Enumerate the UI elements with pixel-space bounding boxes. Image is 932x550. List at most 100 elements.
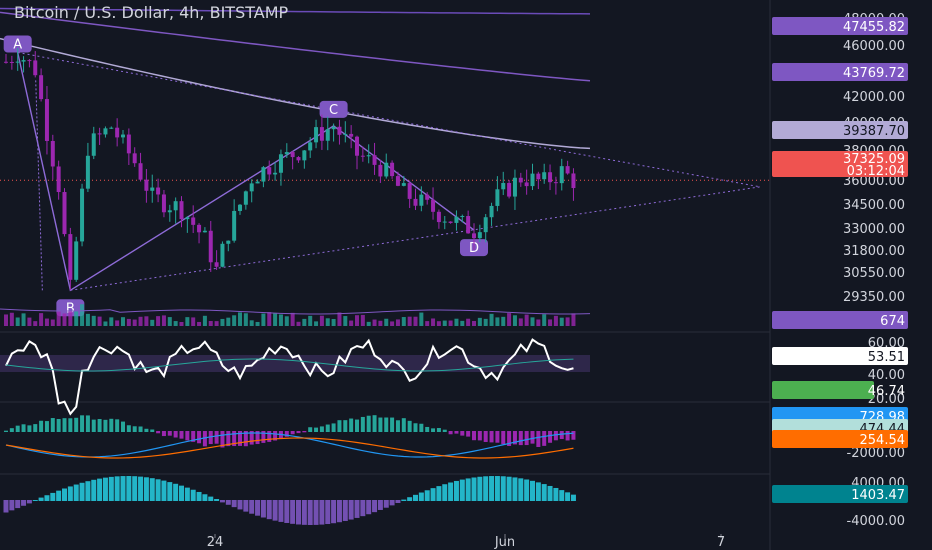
candle-body — [553, 182, 558, 184]
macd-histogram-bar — [372, 415, 377, 432]
volume-bar — [44, 318, 49, 326]
volume-bar — [68, 310, 73, 326]
macd-histogram-bar — [15, 425, 20, 432]
volume-bar — [290, 312, 295, 326]
macd-histogram-bar — [62, 418, 67, 432]
osc-histogram-bar — [331, 500, 337, 524]
osc-histogram-bar — [565, 492, 571, 501]
osc-histogram-bar — [249, 500, 255, 514]
osc-histogram-bar — [196, 491, 202, 501]
osc-histogram-bar — [56, 490, 62, 501]
macd-histogram-bar — [91, 419, 96, 432]
candle-body — [366, 155, 371, 157]
indicator-tick-label: 20.00 — [868, 392, 905, 407]
osc-histogram-bar — [530, 480, 535, 501]
macd-histogram-bar — [436, 428, 441, 432]
candle-body — [360, 155, 365, 157]
volume-bar — [185, 317, 190, 326]
candle-body — [238, 204, 242, 211]
price-axis[interactable]: 48000.0046000.0044000.0042000.0040000.00… — [843, 12, 905, 529]
ma-fast-line — [0, 37, 591, 150]
macd-histogram-bar — [208, 431, 213, 445]
macd-histogram-bar — [571, 431, 576, 440]
osc-histogram-bar — [436, 486, 442, 501]
macd-histogram-bar — [472, 431, 476, 441]
macd-histogram-bar — [21, 424, 26, 432]
volume-bar — [296, 321, 301, 326]
candle-body — [466, 216, 471, 234]
osc-histogram-bar — [389, 500, 395, 506]
macd-histogram-bar — [518, 431, 523, 446]
volume-bar — [56, 311, 61, 326]
macd-histogram-bar — [138, 426, 143, 432]
volume-bar — [97, 316, 102, 326]
macd-histogram-bar — [343, 420, 348, 432]
indicator-tick-label: 40.00 — [868, 368, 905, 383]
volume-bar — [319, 315, 324, 326]
volume-ma-line — [0, 308, 591, 315]
candle-body — [197, 224, 202, 233]
volume-bar — [548, 319, 553, 326]
volume-bar — [495, 317, 500, 326]
volume-bar — [238, 312, 242, 326]
volume-bar — [454, 318, 459, 326]
macd-histogram-bar — [179, 431, 184, 439]
volume-bar — [413, 316, 418, 326]
osc-histogram-bar — [202, 494, 208, 501]
osc-histogram-bar — [155, 479, 161, 501]
osc-histogram-bar — [442, 484, 448, 501]
osc-histogram-bar — [541, 484, 547, 501]
macd-histogram-bar — [68, 418, 73, 432]
candle-body — [489, 205, 494, 218]
osc-histogram-bar — [336, 500, 342, 523]
macd-histogram-bar — [530, 431, 535, 444]
candle-body — [319, 127, 324, 141]
candle-body — [208, 230, 213, 263]
macd-histogram-bar — [226, 431, 231, 447]
macd-histogram-bar — [290, 431, 295, 435]
osc-histogram-bar — [237, 500, 243, 510]
candle-body — [39, 75, 44, 100]
candle-body — [401, 183, 406, 186]
osc-histogram-bar — [91, 479, 97, 501]
volume-bar — [325, 318, 330, 326]
candle-body — [530, 173, 535, 187]
macd-histogram-bar — [150, 429, 155, 432]
osc-histogram-bar — [62, 488, 67, 501]
indicator-tick-label: -4000.00 — [847, 514, 905, 529]
macd-histogram-bar — [425, 426, 430, 432]
badge-rsi-ma-box — [772, 381, 874, 399]
macd-histogram-bar — [156, 431, 161, 434]
price-tick-label: 46000.00 — [843, 39, 905, 54]
macd-histogram-bar — [132, 426, 137, 432]
time-axis[interactable]: 24 Jun 7 — [207, 534, 725, 550]
osc-histogram-bar — [97, 478, 103, 501]
osc-histogram-bar — [161, 480, 167, 501]
price-tick-label: 31800.00 — [843, 244, 905, 259]
macd-histogram-bar — [314, 427, 319, 432]
osc-histogram-bar — [26, 500, 32, 504]
candle-body — [512, 177, 517, 197]
osc-histogram-bar — [377, 500, 383, 510]
volume-bar — [85, 313, 90, 326]
osc-histogram-bar — [494, 476, 500, 501]
volume-bar — [477, 317, 482, 326]
osc-histogram-bar — [372, 500, 378, 513]
candle-body — [4, 61, 8, 63]
candle-body — [395, 176, 400, 186]
candle-body — [518, 177, 523, 183]
volume-bar — [138, 316, 143, 326]
volume-bar — [302, 318, 307, 326]
volume-bar — [360, 314, 365, 326]
candle-body — [214, 262, 219, 267]
volume-bar — [21, 313, 26, 326]
candle-body — [524, 182, 529, 187]
triangle-upper-line — [17, 52, 761, 188]
indicator-tick-label: -2000.00 — [847, 446, 905, 461]
osc-histogram-bar — [149, 478, 155, 501]
osc-histogram-bar — [231, 500, 237, 508]
macd-histogram-bar — [238, 431, 242, 446]
